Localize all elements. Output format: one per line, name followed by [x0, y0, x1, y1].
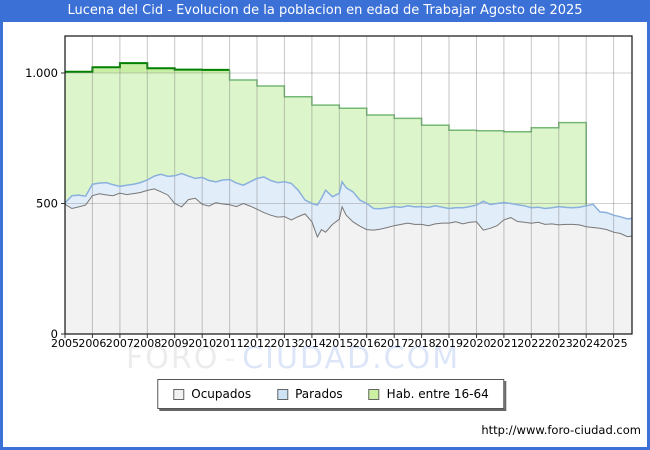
line-habitantes-16-64	[65, 62, 587, 206]
axes	[61, 35, 633, 338]
window-border-bottom	[0, 447, 650, 450]
svg-text:2017: 2017	[380, 337, 408, 350]
watermark-ciudad: CIUDAD.COM	[242, 341, 461, 376]
svg-text:2007: 2007	[106, 337, 134, 350]
chart-legend: Ocupados Parados Hab. entre 16-64	[157, 379, 505, 409]
svg-text:2005: 2005	[51, 337, 79, 350]
svg-text:2014: 2014	[298, 337, 326, 350]
svg-text:2024: 2024	[572, 337, 600, 350]
area-ocupados	[65, 188, 632, 334]
legend-item-ocupados: Ocupados	[173, 387, 251, 401]
line-ocupados	[64, 188, 633, 239]
svg-text:0: 0	[51, 327, 58, 341]
ocupados-swatch-icon	[173, 388, 185, 400]
y-axis-labels: 0 500 1.000	[25, 66, 58, 341]
svg-text:1.000: 1.000	[25, 66, 58, 80]
line-parados	[64, 172, 633, 220]
svg-text:2012: 2012	[243, 337, 271, 350]
svg-text:2008: 2008	[133, 337, 161, 350]
svg-text:2009: 2009	[161, 337, 189, 350]
svg-text:2018: 2018	[408, 337, 436, 350]
svg-text:2016: 2016	[353, 337, 381, 350]
svg-text:2022: 2022	[517, 337, 545, 350]
svg-text:2021: 2021	[490, 337, 518, 350]
x-axis-labels: 2005 2006 2007 2008 2009 2010 2011 2012 2013 2014…	[51, 337, 628, 350]
window-border-left	[0, 0, 3, 450]
legend-label-habitantes: Hab. entre 16-64	[386, 387, 489, 401]
svg-text:2013: 2013	[270, 337, 298, 350]
title-bar: Lucena del Cid - Evolucion de la poblaci…	[0, 0, 650, 22]
svg-text:2019: 2019	[435, 337, 463, 350]
svg-text:500: 500	[36, 197, 58, 211]
page-title: Lucena del Cid - Evolucion de la poblaci…	[67, 3, 583, 18]
legend-label-ocupados: Ocupados	[191, 387, 252, 401]
habitantes-swatch-icon	[368, 388, 380, 400]
svg-text:2006: 2006	[78, 337, 106, 350]
legend-item-habitantes: Hab. entre 16-64	[368, 387, 489, 401]
legend-label-parados: Parados	[295, 387, 343, 401]
legend-item-parados: Parados	[277, 387, 343, 401]
svg-text:2020: 2020	[463, 337, 491, 350]
parados-swatch-icon	[277, 388, 289, 400]
watermark: FORO - CIUDAD.COM	[126, 341, 460, 376]
svg-text:2015: 2015	[325, 337, 353, 350]
watermark-dash: -	[224, 341, 238, 376]
svg-text:2011: 2011	[216, 337, 244, 350]
window-border-right	[647, 0, 650, 450]
svg-text:2010: 2010	[188, 337, 216, 350]
foro-ciudad-link[interactable]: http://www.foro-ciudad.com	[481, 423, 641, 437]
svg-text:2025: 2025	[600, 337, 628, 350]
watermark-foro: FORO	[126, 341, 220, 376]
gridlines	[65, 36, 632, 334]
svg-text:2023: 2023	[545, 337, 573, 350]
